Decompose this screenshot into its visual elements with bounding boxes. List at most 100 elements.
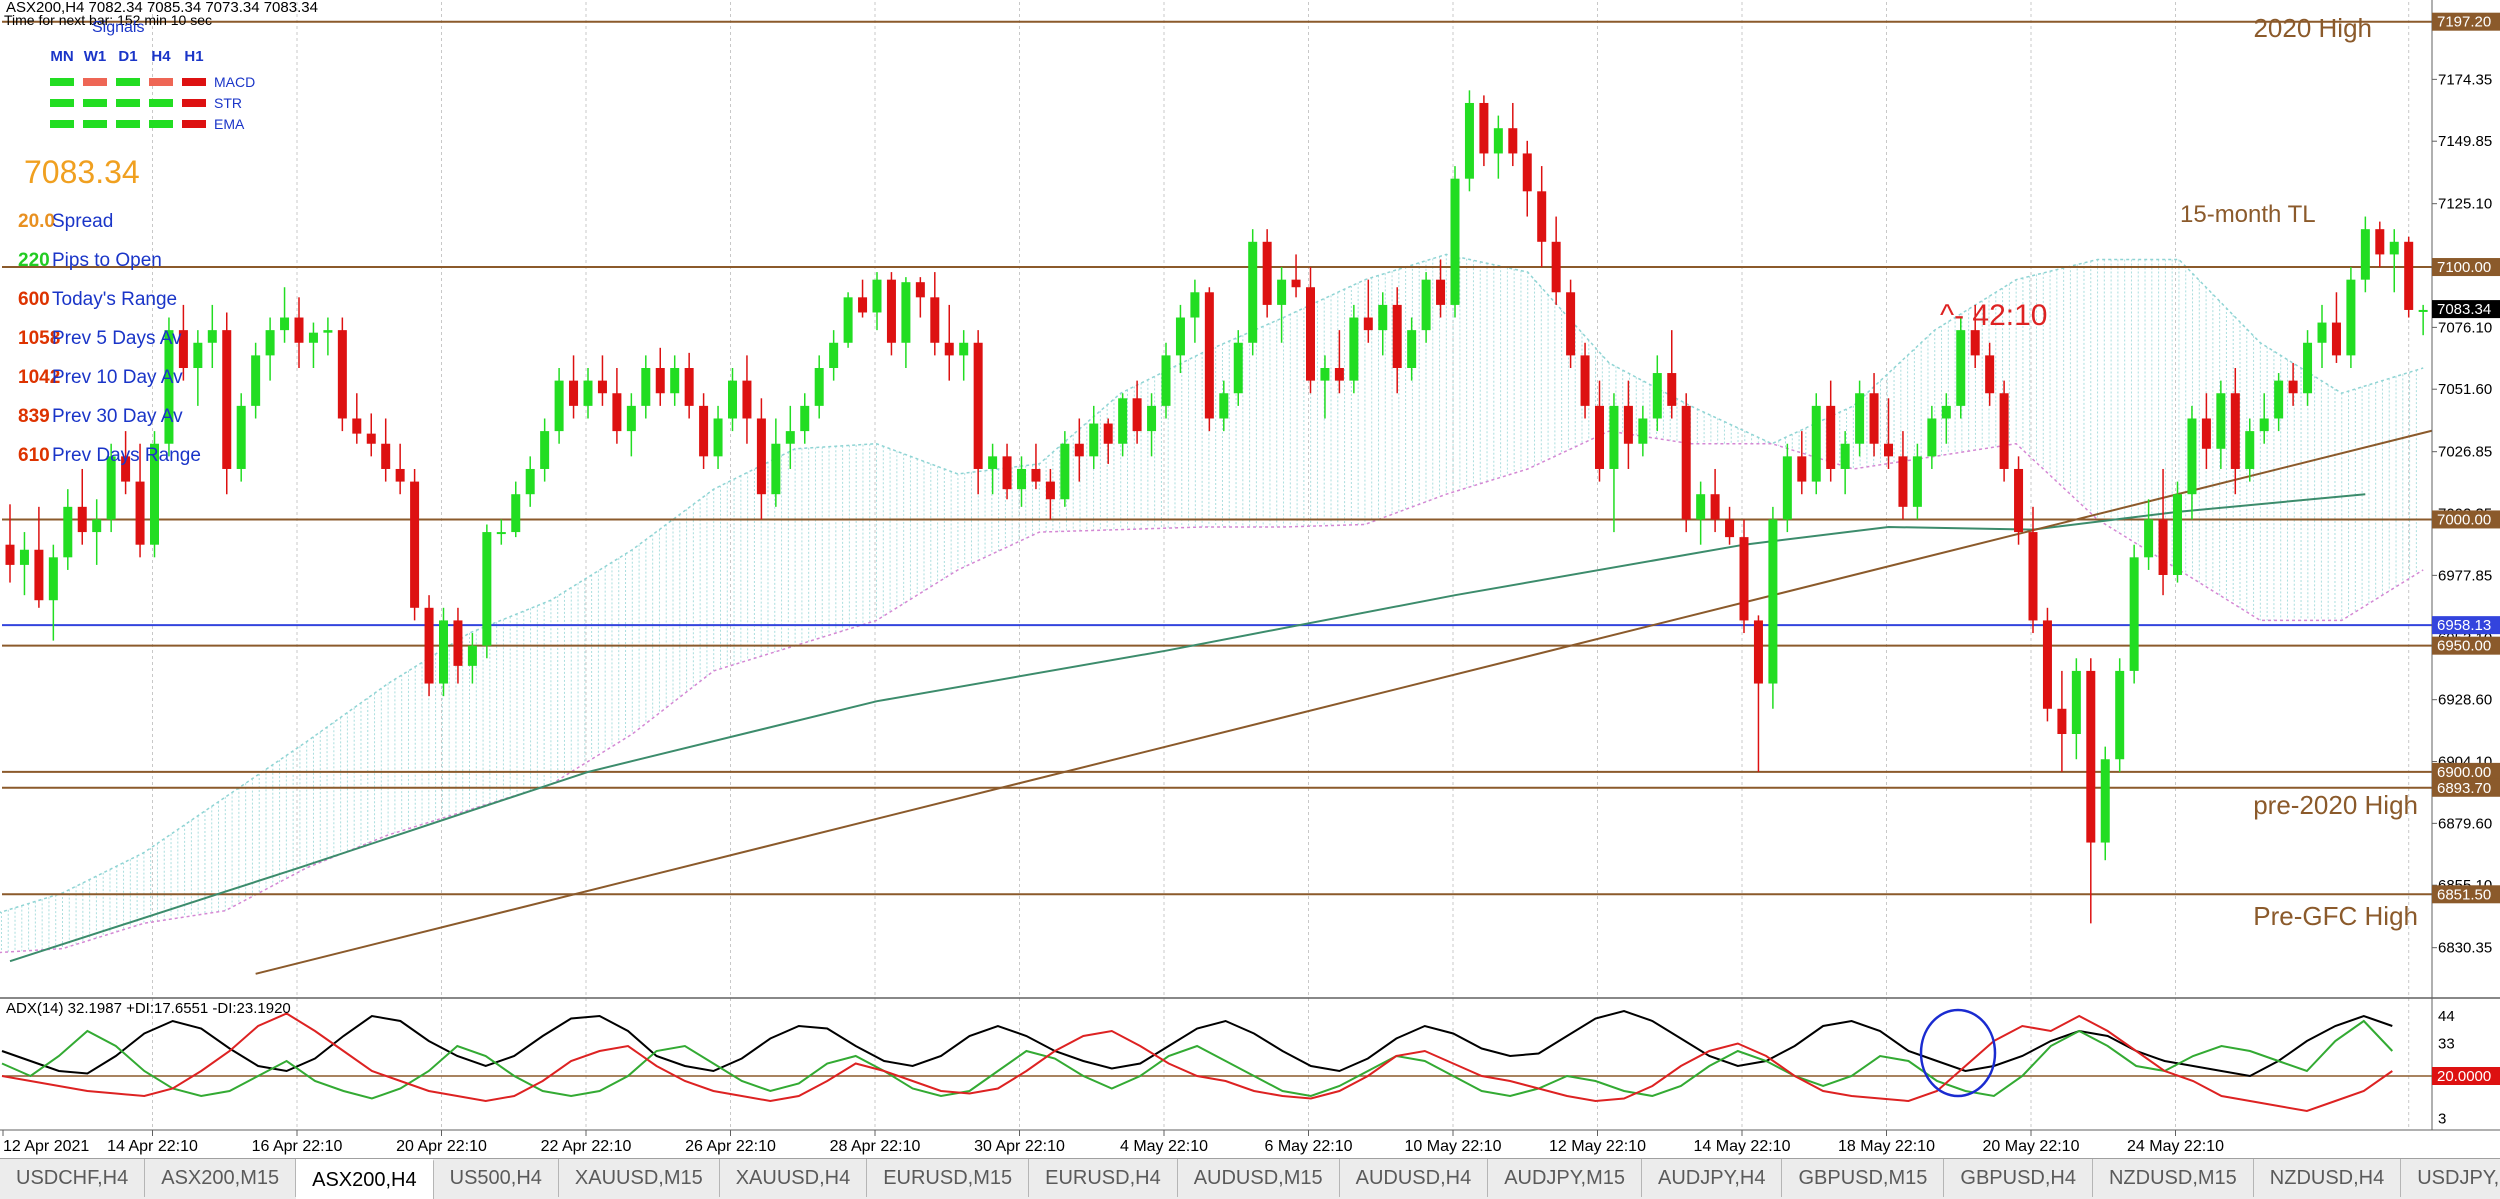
price-tick-label: 7149.85	[2438, 133, 2492, 150]
candle-body	[973, 342, 983, 469]
signal-cell	[116, 78, 140, 86]
candle-body	[2028, 532, 2038, 621]
tab-nzdusd-h4[interactable]: NZDUSD,H4	[2254, 1159, 2402, 1197]
candle-body	[525, 468, 535, 495]
candle-body	[5, 544, 15, 565]
price-axis: 7174.357149.857125.107100.607076.107051.…	[2431, 0, 2500, 1130]
candle-body	[915, 282, 925, 298]
tab-xauusd-h4[interactable]: XAUUSD,H4	[720, 1159, 868, 1197]
candle-body	[2071, 670, 2081, 735]
timeframe-label: D1	[118, 48, 137, 65]
candle-body	[2086, 670, 2096, 843]
candle-body	[1306, 287, 1315, 381]
candle-body	[1537, 191, 1547, 242]
stat-label: Today's Range	[52, 289, 177, 310]
time-tick-label: 10 May 22:10	[1405, 1138, 1502, 1155]
label-15-month-tl: 15-month TL	[2180, 201, 2316, 228]
price-tick-label: 6830.35	[2438, 940, 2492, 957]
candle-body	[785, 431, 795, 444]
price-tick-label: 6977.85	[2438, 567, 2492, 584]
signal-cell	[149, 99, 173, 107]
timeframe-label: W1	[84, 48, 107, 65]
stat-label: Prev Days Range	[52, 445, 201, 466]
candle-body	[34, 549, 44, 601]
level-tag	[2432, 258, 2500, 277]
candle-body	[2014, 468, 2024, 533]
candle-body	[1681, 405, 1691, 520]
tab-eurusd-m15[interactable]: EURUSD,M15	[867, 1159, 1030, 1197]
candle-body	[1725, 519, 1735, 538]
candle-body	[858, 297, 868, 313]
adx-tick-label: 33	[2438, 1036, 2455, 1053]
stat-row: 600 Today's Range	[18, 289, 177, 310]
stat-value: 1042	[18, 367, 60, 388]
tab-nzdusd-m15[interactable]: NZDUSD,M15	[2093, 1159, 2254, 1197]
candle-body	[2303, 342, 2313, 394]
candle-body	[106, 456, 116, 520]
tab-audjpy-m15[interactable]: AUDJPY,M15	[1488, 1159, 1642, 1197]
stat-label: Prev 10 Day Av	[52, 367, 183, 388]
trendline-15-month[interactable]	[255, 191, 2500, 975]
candle-body	[1464, 102, 1474, 179]
candle-body	[352, 418, 362, 434]
level-tag	[2432, 636, 2500, 655]
time-tick-label: 16 Apr 22:10	[252, 1138, 343, 1155]
time-tick-label: 12 Apr 2021	[3, 1138, 89, 1155]
candle-body	[1017, 468, 1026, 490]
candle-body	[540, 431, 550, 469]
candle-body	[1190, 292, 1200, 318]
candle-body	[800, 405, 810, 432]
candle-body	[1999, 393, 2009, 469]
level-tag	[2432, 778, 2500, 797]
axis-background	[2432, 0, 2500, 1130]
signal-cell	[50, 120, 74, 128]
candle-body	[2100, 759, 2110, 843]
time-axis: 12 Apr 2021 14 Apr 22:10 16 Apr 22:10 20 Ap…	[0, 1129, 2500, 1155]
level-tag	[2432, 616, 2500, 635]
candle-body	[1739, 537, 1749, 621]
tab-gbpusd-m15[interactable]: GBPUSD,M15	[1782, 1159, 1945, 1197]
signal-cell	[182, 120, 206, 128]
candle-body	[511, 494, 521, 533]
candle-body	[1551, 241, 1561, 293]
tab-us500-h4[interactable]: US500,H4	[434, 1159, 559, 1197]
candle-body	[1378, 304, 1388, 331]
tab-asx200-m15[interactable]: ASX200,M15	[145, 1159, 297, 1197]
candle-body	[1912, 456, 1922, 507]
time-tick-label: 18 May 22:10	[1838, 1138, 1935, 1155]
candle-body	[2245, 431, 2255, 469]
tab-xauusd-m15[interactable]: XAUUSD,M15	[559, 1159, 720, 1197]
trendline-group[interactable]	[255, 191, 2500, 975]
tab-audusd-m15[interactable]: AUDUSD,M15	[1178, 1159, 1340, 1197]
tab-eurusd-h4[interactable]: EURUSD,H4	[1029, 1159, 1178, 1197]
tab-audusd-h4[interactable]: AUDUSD,H4	[1340, 1159, 1489, 1197]
signal-row-label: MACD	[214, 74, 255, 90]
level-tag-label: 6893.70	[2437, 780, 2491, 797]
tab-usdjpy-m15[interactable]: USDJPY,M15	[2401, 1159, 2500, 1197]
horizontal-levels[interactable]	[2, 20, 2432, 896]
tab-gbpusd-h4[interactable]: GBPUSD,H4	[1944, 1159, 2093, 1197]
candle-body	[1233, 342, 1243, 394]
candle-body	[699, 405, 709, 457]
time-tick-label: 12 May 22:10	[1549, 1138, 1646, 1155]
senkou-span-a	[0, 253, 2424, 914]
tab-usdchf-h4[interactable]: USDCHF,H4	[0, 1159, 146, 1197]
candle-body	[164, 330, 174, 444]
level-tag-label: 6950.00	[2437, 638, 2491, 655]
level-tag-label: 6851.50	[2437, 886, 2491, 903]
stat-value: 1058	[18, 328, 60, 349]
level-tag-label: 6900.00	[2437, 764, 2491, 781]
ichimoku-cloud	[0, 253, 2424, 954]
candle-body	[1840, 443, 1850, 469]
time-tick-label: 26 Apr 22:10	[685, 1138, 776, 1155]
tab-audjpy-h4[interactable]: AUDJPY,H4	[1642, 1159, 1783, 1197]
candle-body	[1248, 241, 1258, 343]
adx-level-tag	[2432, 1067, 2500, 1085]
candle-body	[1392, 304, 1402, 369]
candle-body	[2331, 322, 2341, 356]
candle-body	[1927, 418, 1937, 457]
tab-asx200-h4[interactable]: ASX200,H4	[296, 1159, 434, 1199]
price-tick-label: 7051.60	[2438, 381, 2492, 398]
